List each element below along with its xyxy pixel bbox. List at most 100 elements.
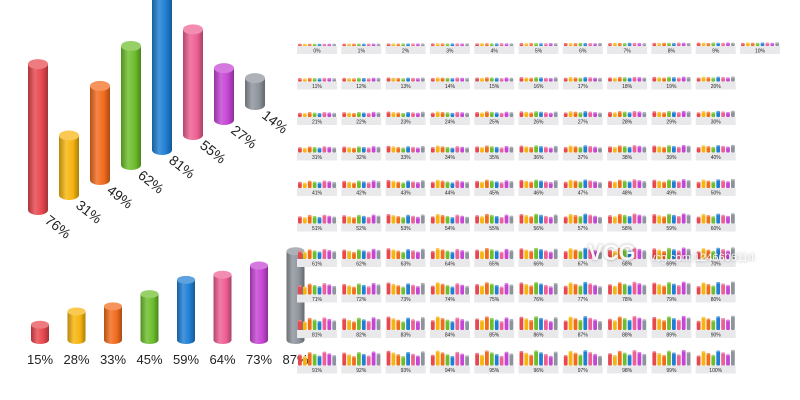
iso-bar-81% [152, 0, 172, 155]
mini-tile-bar [386, 317, 391, 330]
mini-tile-bar [371, 283, 376, 295]
mini-tile-bar-top [593, 284, 597, 287]
mini-tile-bar [327, 250, 332, 259]
mini-tile-bar [361, 147, 366, 153]
mini-tile-bar-top [672, 249, 676, 251]
mini-tile-bar [632, 248, 637, 259]
mini-tile-plinth [651, 259, 692, 267]
mini-tile-bar-top [465, 112, 469, 115]
mini-tile-label: 99% [666, 368, 677, 374]
mini-tile-plinth [297, 46, 337, 54]
mini-tile: 25% [474, 111, 515, 126]
mini-tile-bar-top [544, 181, 548, 183]
mini-tile-bar [371, 352, 376, 366]
front-bar-label: 33% [100, 352, 126, 367]
mini-tile-bar-top [494, 77, 499, 80]
mini-tile-bar [386, 351, 391, 366]
mini-tile-bar-top [322, 283, 327, 285]
mini-tile-bar [357, 284, 361, 295]
mini-tile-bar-top [539, 317, 543, 320]
mini-tile-bar-top [440, 352, 445, 355]
mini-tile-bar [317, 321, 322, 330]
mini-tile-bar-top [711, 112, 716, 114]
mini-tile-bar-top [731, 213, 735, 215]
mini-tile-bar-top [450, 78, 455, 80]
mini-tile-bar [583, 77, 588, 82]
mini-tile-bar [544, 147, 548, 153]
mini-tile-bar-top [480, 285, 484, 288]
front-bar-15%-body [31, 324, 49, 344]
mini-tile-bar [573, 146, 578, 153]
mini-tile-bar-top [529, 354, 534, 357]
mini-tile-bar [396, 320, 401, 330]
mini-tile-bar-top [386, 179, 391, 182]
mini-tile-bar [509, 216, 514, 224]
mini-tile-plinth [562, 223, 603, 232]
mini-tile-bar [583, 214, 588, 224]
mini-tile-bar-top [578, 319, 583, 322]
mini-tile-bar [332, 286, 337, 295]
mini-tile-bar [617, 351, 622, 366]
mini-tile-bar [391, 215, 396, 224]
mini-tile-bar [420, 181, 425, 188]
mini-tile-bar-top [416, 355, 420, 358]
mini-tile-bar [627, 355, 632, 366]
mini-tile-bar-top [347, 285, 351, 287]
mini-tile-bar [509, 354, 514, 366]
mini-tile-bar-top [416, 147, 420, 150]
mini-tile-bar [637, 112, 642, 117]
mini-tile-plinth [562, 117, 603, 125]
mini-tile-bar-top [406, 180, 410, 183]
mini-tile-bar-top [721, 283, 725, 286]
mini-tile-bar-top [347, 77, 351, 80]
mini-tile-bar-top [489, 77, 494, 80]
mini-tile-bar-top [317, 78, 322, 80]
mini-tile-plinth [341, 117, 382, 125]
mini-tile-bar [494, 285, 499, 295]
mini-tile-bar [327, 285, 332, 295]
mini-tile-bar-top [317, 320, 322, 323]
mini-tile-bar [711, 182, 716, 188]
mini-tile-bar-top [548, 42, 553, 45]
mini-tile-bar-top [406, 248, 410, 251]
mini-tile-bar-top [622, 249, 627, 252]
mini-tile-label: 83% [401, 333, 412, 339]
mini-tile-bar-top [529, 216, 534, 218]
mini-tile-bar-top [613, 146, 617, 149]
mini-tile-plinth [297, 117, 337, 125]
mini-tile-plinth [341, 365, 382, 374]
mini-tile-bar-top [667, 282, 671, 284]
mini-tile-bar-top [494, 112, 499, 115]
mini-tile-bar-top [371, 248, 376, 251]
mini-tile-bar-top [563, 112, 568, 115]
mini-tile-bar-top [352, 217, 356, 219]
mini-tile-bar [485, 317, 489, 330]
mini-tile-bar-top [302, 43, 307, 46]
mini-tile-bar [386, 78, 391, 82]
mini-tile-label: 54% [445, 226, 456, 232]
mini-tile-bar-top [366, 182, 371, 184]
mini-tile-bar [440, 318, 445, 330]
mini-tile-bar [608, 181, 612, 188]
mini-tile-bar [440, 353, 445, 366]
mini-tile-bar [716, 214, 721, 224]
mini-tile-bar [721, 146, 725, 153]
mini-tile-bar [347, 217, 351, 224]
mini-tile-bar-top [563, 355, 568, 357]
mini-tile-bar-top [420, 43, 425, 46]
mini-tile: 72% [341, 282, 382, 303]
mini-tile-bar [573, 250, 578, 259]
mini-tile-bar-top [642, 146, 647, 149]
mini-tile-label: 59% [666, 226, 677, 232]
mini-tile-bar-top [539, 43, 543, 45]
mini-tile-bar-top [401, 321, 406, 324]
mini-tile-bar-top [524, 43, 529, 45]
mini-tile-plinth [341, 81, 382, 90]
mini-tile-bar [608, 147, 612, 153]
mini-tile-bar-top [755, 42, 760, 45]
mini-tile-bar-top [573, 180, 578, 183]
mini-tile: 100% [695, 349, 736, 374]
mini-tile-bar-top [741, 42, 745, 45]
mini-tile-bar [327, 354, 332, 366]
mini-tile-bar [445, 113, 450, 117]
